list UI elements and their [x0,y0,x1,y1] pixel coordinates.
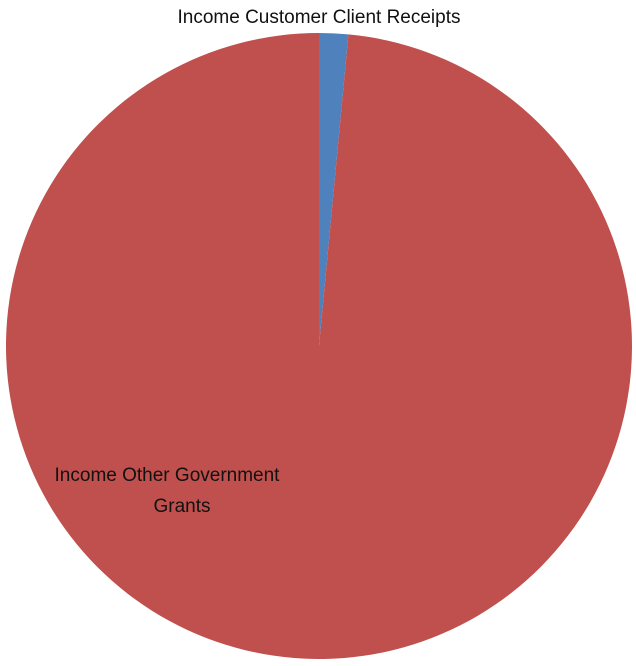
pie-slice-customer-client-receipts [319,33,349,346]
slice-label-other-government-grants-line1: Income Other Government [55,465,281,486]
slice-label-other-government-grants-line2: Grants [153,496,210,517]
pie-slice-other-government-grants [5,33,632,659]
slice-label-customer-client-receipts: Income Customer Client Receipts [178,7,461,28]
pie-slices [5,33,632,659]
